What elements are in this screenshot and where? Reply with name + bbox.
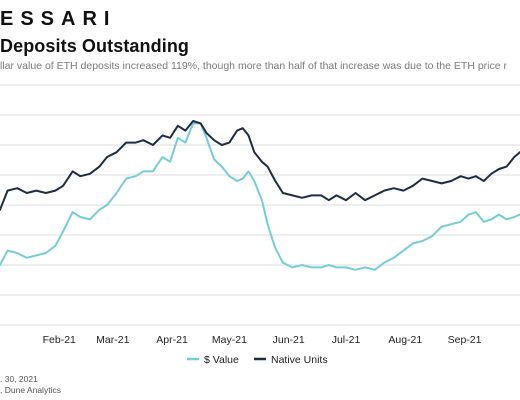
- x-axis-ticks: Feb-21 Mar-21 Apr-21 May-21 Jun-21 Jul-21 Aug-…: [43, 334, 482, 346]
- legend-label-dollar-value: $ Value: [204, 354, 239, 366]
- x-tick-label-7: Sep-21: [448, 334, 482, 346]
- series-layer: [0, 120, 520, 271]
- series-line-native-units: [0, 120, 520, 211]
- x-tick-label-5: Jul-21: [332, 334, 361, 346]
- footer-date: . 30, 2021: [0, 374, 38, 384]
- legend: $ Value Native Units: [187, 354, 328, 366]
- x-tick-label-3: May-21: [212, 334, 247, 346]
- series-line-dollar-value: [0, 122, 520, 271]
- x-tick-label-0: Feb-21: [43, 334, 76, 346]
- x-tick-label-6: Aug-21: [388, 334, 422, 346]
- grid-layer: [0, 84, 520, 326]
- x-tick-label-1: Mar-21: [96, 334, 129, 346]
- x-tick-label-4: Jun-21: [273, 334, 305, 346]
- legend-label-native-units: Native Units: [271, 354, 328, 366]
- brand-logo-text: ESSARI: [0, 8, 117, 30]
- x-tick-label-2: Apr-21: [156, 334, 188, 346]
- chart-subtitle: llar value of ETH deposits increased 119…: [0, 60, 507, 72]
- chart-title: Deposits Outstanding: [0, 36, 190, 56]
- footer-source: , Dune Analytics: [0, 385, 61, 395]
